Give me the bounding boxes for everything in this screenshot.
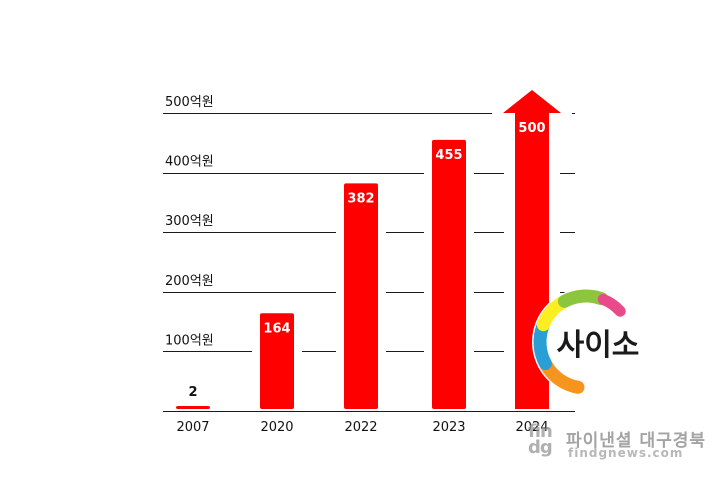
bars bbox=[168, 79, 572, 420]
y-tick-label: 500억원 bbox=[165, 95, 214, 110]
logo-arc bbox=[597, 293, 626, 317]
bar-halo bbox=[168, 402, 218, 409]
bar-2023 bbox=[432, 139, 466, 409]
x-tick-label: 2024 bbox=[515, 420, 548, 435]
value-label: 164 bbox=[263, 321, 290, 336]
y-tick-label: 100억원 bbox=[165, 333, 214, 348]
x-tick-label: 2023 bbox=[432, 420, 465, 435]
value-label: 2 bbox=[188, 385, 197, 400]
watermark-brand: fin dg bbox=[528, 421, 553, 458]
x-tick-label: 2020 bbox=[260, 420, 293, 435]
logo-arc bbox=[557, 289, 609, 308]
x-tick-label: 2022 bbox=[344, 420, 377, 435]
y-tick-label: 200억원 bbox=[165, 274, 214, 289]
bar-2007 bbox=[176, 406, 210, 409]
watermark-name: 파이낸셜 대구경북 bbox=[566, 431, 707, 451]
value-label: 500 bbox=[518, 121, 545, 136]
y-tick-label: 300억원 bbox=[165, 214, 214, 229]
logo-arc bbox=[533, 319, 552, 371]
x-tick-label: 2007 bbox=[176, 420, 209, 435]
value-label: 455 bbox=[435, 148, 462, 163]
bar-2022 bbox=[344, 183, 378, 409]
watermark-url: findgnews.com bbox=[568, 446, 684, 460]
logo-background bbox=[532, 288, 640, 396]
bar-2020 bbox=[260, 313, 294, 409]
logo-text: 사이소 bbox=[557, 328, 640, 363]
y-tick-label: 400억원 bbox=[165, 155, 214, 170]
watermark: fin dg 파이낸셜 대구경북 findgnews.com bbox=[528, 421, 708, 464]
saiso-logo: 사이소 bbox=[532, 288, 640, 396]
value-label: 382 bbox=[347, 191, 374, 206]
